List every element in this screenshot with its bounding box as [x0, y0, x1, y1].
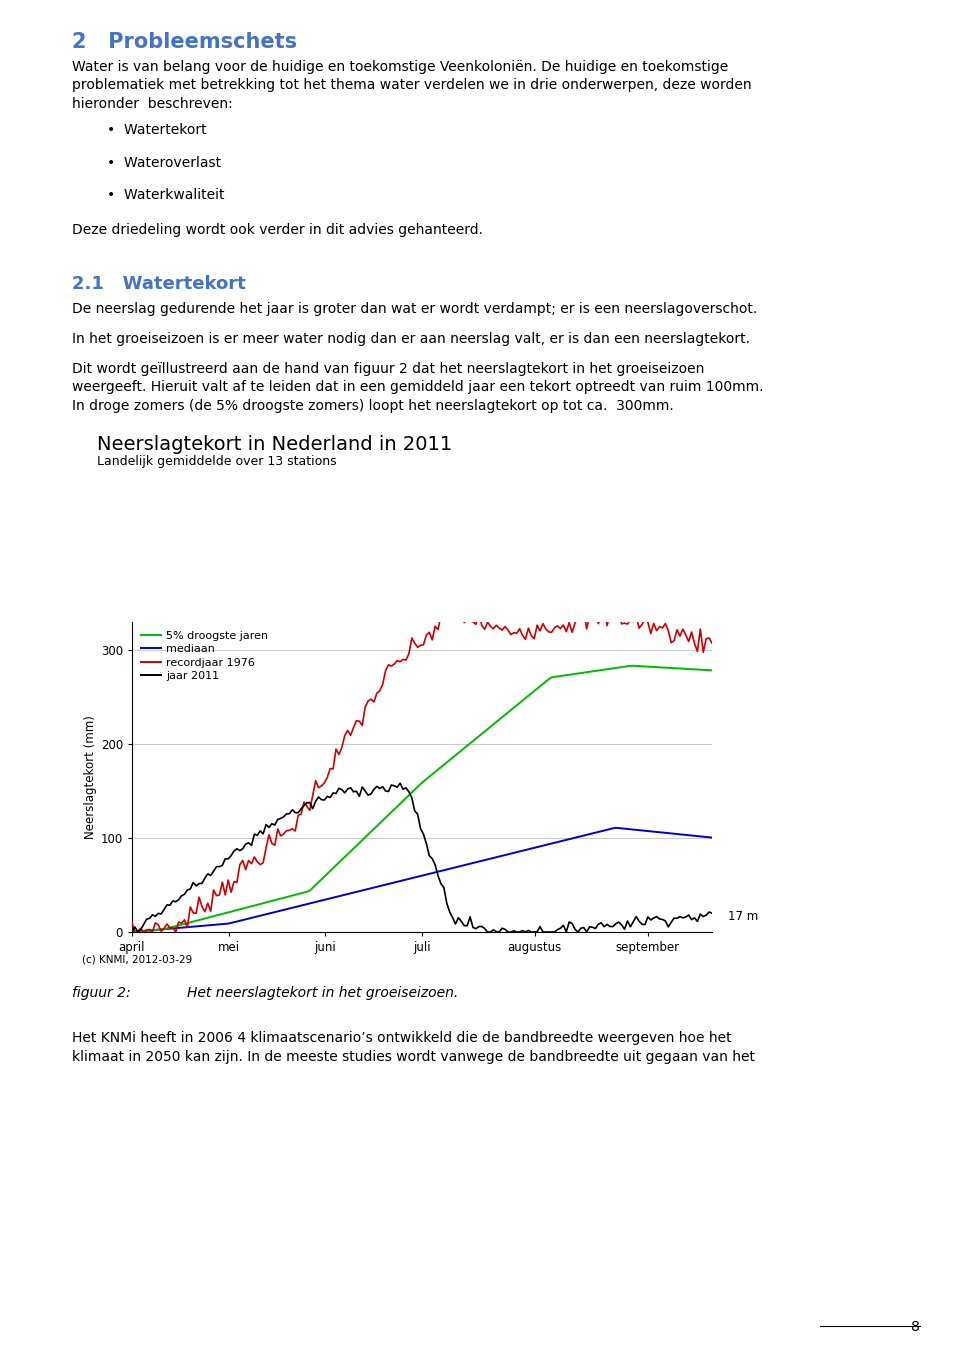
Text: Neerslagtekort in Nederland in 2011: Neerslagtekort in Nederland in 2011: [97, 434, 452, 454]
Text: Deze driedeling wordt ook verder in dit advies gehanteerd.: Deze driedeling wordt ook verder in dit …: [72, 223, 483, 237]
Text: hieronder  beschreven:: hieronder beschreven:: [72, 97, 232, 110]
Text: klimaat in 2050 kan zijn. In de meeste studies wordt vanwege de bandbreedte uit : klimaat in 2050 kan zijn. In de meeste s…: [72, 1050, 755, 1064]
Text: weergeeft. Hieruit valt af te leiden dat in een gemiddeld jaar een tekort optree: weergeeft. Hieruit valt af te leiden dat…: [72, 380, 763, 394]
Text: De neerslag gedurende het jaar is groter dan wat er wordt verdampt; er is een ne: De neerslag gedurende het jaar is groter…: [72, 302, 757, 316]
Text: problematiek met betrekking tot het thema water verdelen we in drie onderwerpen,: problematiek met betrekking tot het them…: [72, 78, 752, 93]
Text: Het KNMi heeft in 2006 4 klimaatscenario’s ontwikkeld die de bandbreedte weergev: Het KNMi heeft in 2006 4 klimaatscenario…: [72, 1031, 732, 1045]
Text: 2.1   Watertekort: 2.1 Watertekort: [72, 275, 246, 293]
Text: In droge zomers (de 5% droogste zomers) loopt het neerslagtekort op tot ca.  300: In droge zomers (de 5% droogste zomers) …: [72, 399, 674, 413]
Text: figuur 2:: figuur 2:: [72, 986, 131, 1000]
Text: Landelijk gemiddelde over 13 stations: Landelijk gemiddelde over 13 stations: [97, 455, 337, 469]
Legend: 5% droogste jaren, mediaan, recordjaar 1976, jaar 2011: 5% droogste jaren, mediaan, recordjaar 1…: [137, 628, 272, 684]
Text: 17 m: 17 m: [728, 910, 758, 922]
Text: •  Wateroverlast: • Wateroverlast: [107, 155, 221, 170]
Text: Het neerslagtekort in het groeiseizoen.: Het neerslagtekort in het groeiseizoen.: [187, 986, 458, 1000]
Text: Dit wordt geïllustreerd aan de hand van figuur 2 dat het neerslagtekort in het g: Dit wordt geïllustreerd aan de hand van …: [72, 361, 705, 376]
Text: (c) KNMI, 2012-03-29: (c) KNMI, 2012-03-29: [82, 953, 192, 964]
Text: In het groeiseizoen is er meer water nodig dan er aan neerslag valt, er is dan e: In het groeiseizoen is er meer water nod…: [72, 332, 750, 346]
Text: 2   Probleemschets: 2 Probleemschets: [72, 31, 298, 52]
Text: •  Waterkwaliteit: • Waterkwaliteit: [107, 188, 225, 202]
Y-axis label: Neerslagtekort (mm): Neerslagtekort (mm): [84, 715, 97, 839]
Text: Water is van belang voor de huidige en toekomstige Veenkoloniën. De huidige en t: Water is van belang voor de huidige en t…: [72, 60, 729, 74]
Text: •  Watertekort: • Watertekort: [107, 123, 206, 138]
Text: 8: 8: [911, 1320, 920, 1333]
